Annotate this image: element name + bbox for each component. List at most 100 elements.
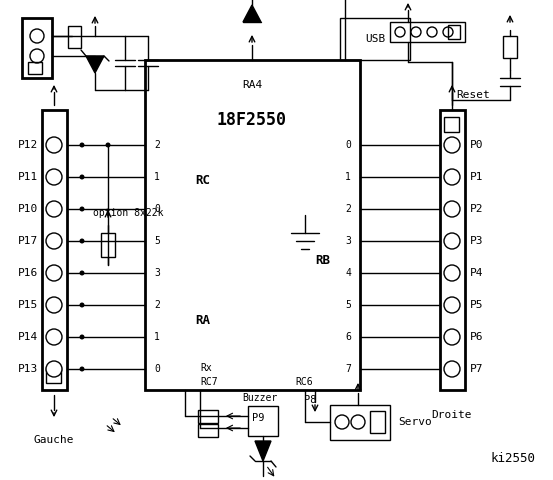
- Text: RC7: RC7: [200, 377, 218, 387]
- Text: Droite: Droite: [432, 410, 472, 420]
- Bar: [198, 424, 218, 437]
- Text: P7: P7: [470, 364, 483, 374]
- Circle shape: [443, 27, 453, 37]
- Text: Servo: Servo: [398, 417, 432, 427]
- Text: 0: 0: [345, 140, 351, 150]
- Bar: [198, 410, 218, 423]
- Text: Buzzer: Buzzer: [242, 393, 278, 403]
- Text: Rx: Rx: [200, 363, 212, 373]
- Text: USB: USB: [365, 34, 385, 44]
- Text: P1: P1: [470, 172, 483, 182]
- Polygon shape: [86, 56, 104, 73]
- Circle shape: [444, 329, 460, 345]
- Text: P12: P12: [18, 140, 38, 150]
- Bar: [330, 405, 390, 440]
- Bar: [248, 406, 278, 436]
- Bar: [444, 117, 459, 132]
- Bar: [22, 18, 52, 78]
- Text: P4: P4: [470, 268, 483, 278]
- Circle shape: [106, 143, 111, 147]
- Text: RC6: RC6: [295, 377, 312, 387]
- Circle shape: [80, 335, 85, 339]
- Text: 0: 0: [154, 364, 160, 374]
- Text: option 8x22k: option 8x22k: [93, 208, 163, 218]
- Text: 1: 1: [154, 172, 160, 182]
- Circle shape: [80, 239, 85, 243]
- Text: P5: P5: [470, 300, 483, 310]
- Circle shape: [80, 143, 85, 147]
- Text: Reset: Reset: [456, 90, 490, 100]
- Bar: [390, 22, 465, 42]
- Bar: [101, 233, 115, 257]
- Circle shape: [444, 265, 460, 281]
- Circle shape: [46, 169, 62, 185]
- Circle shape: [46, 297, 62, 313]
- Circle shape: [80, 271, 85, 276]
- Text: P3: P3: [470, 236, 483, 246]
- Text: RB: RB: [315, 253, 330, 266]
- Circle shape: [427, 27, 437, 37]
- Text: P17: P17: [18, 236, 38, 246]
- Circle shape: [335, 415, 349, 429]
- Circle shape: [80, 175, 85, 180]
- Text: 3: 3: [345, 236, 351, 246]
- Text: P13: P13: [18, 364, 38, 374]
- Text: 1: 1: [345, 172, 351, 182]
- Text: Gauche: Gauche: [34, 435, 74, 445]
- Text: P15: P15: [18, 300, 38, 310]
- Text: 6: 6: [345, 332, 351, 342]
- Circle shape: [46, 201, 62, 217]
- Text: 5: 5: [345, 300, 351, 310]
- Circle shape: [411, 27, 421, 37]
- Text: P14: P14: [18, 332, 38, 342]
- Text: P11: P11: [18, 172, 38, 182]
- Circle shape: [46, 329, 62, 345]
- Circle shape: [444, 233, 460, 249]
- Text: ki2550: ki2550: [490, 452, 535, 465]
- Text: P10: P10: [18, 204, 38, 214]
- Text: 2: 2: [345, 204, 351, 214]
- Text: 7: 7: [345, 364, 351, 374]
- Text: 3: 3: [154, 268, 160, 278]
- Circle shape: [80, 367, 85, 372]
- Bar: [28, 62, 42, 74]
- Text: 5: 5: [154, 236, 160, 246]
- Bar: [370, 411, 385, 433]
- Text: P2: P2: [470, 204, 483, 214]
- Text: 4: 4: [345, 268, 351, 278]
- Text: 2: 2: [154, 140, 160, 150]
- Circle shape: [444, 361, 460, 377]
- Text: P6: P6: [470, 332, 483, 342]
- Circle shape: [444, 169, 460, 185]
- Circle shape: [444, 137, 460, 153]
- Text: RA4: RA4: [242, 80, 262, 90]
- Bar: [503, 36, 517, 58]
- Text: P16: P16: [18, 268, 38, 278]
- Text: RA: RA: [195, 313, 210, 326]
- Text: P8: P8: [304, 395, 316, 405]
- Circle shape: [80, 302, 85, 308]
- Circle shape: [395, 27, 405, 37]
- Circle shape: [444, 297, 460, 313]
- Bar: [42, 110, 67, 390]
- Text: RC: RC: [195, 173, 210, 187]
- Bar: [448, 25, 460, 39]
- Circle shape: [46, 361, 62, 377]
- Bar: [440, 110, 465, 390]
- Circle shape: [80, 206, 85, 212]
- Circle shape: [30, 29, 44, 43]
- Circle shape: [444, 201, 460, 217]
- Circle shape: [351, 415, 365, 429]
- Bar: [340, 18, 410, 60]
- Bar: [46, 368, 61, 383]
- Text: P9: P9: [252, 413, 264, 423]
- Text: 2: 2: [154, 300, 160, 310]
- Circle shape: [46, 137, 62, 153]
- Circle shape: [46, 233, 62, 249]
- Text: 18F2550: 18F2550: [217, 111, 287, 129]
- Polygon shape: [255, 441, 271, 461]
- Text: 1: 1: [154, 332, 160, 342]
- Bar: [145, 60, 360, 390]
- Circle shape: [46, 265, 62, 281]
- Text: 0: 0: [154, 204, 160, 214]
